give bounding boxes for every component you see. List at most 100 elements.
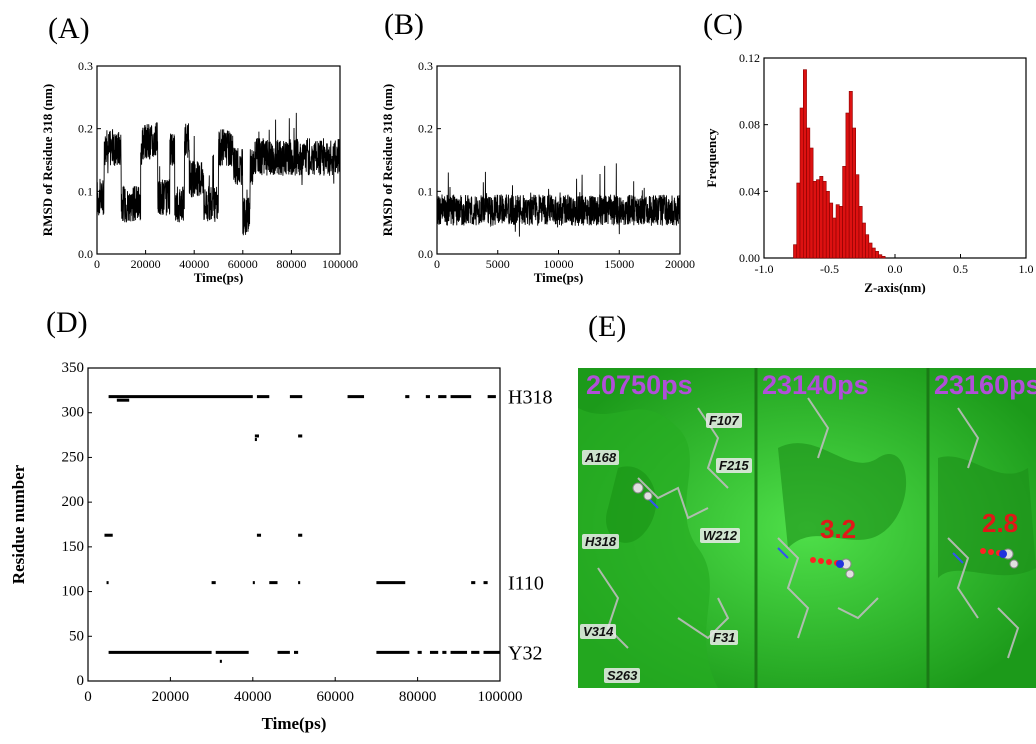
- residue-contact-segment: [405, 395, 410, 399]
- histogram-bar: [832, 217, 837, 259]
- x-tick-label: 0: [434, 257, 440, 271]
- residue-contact-segment: [376, 581, 406, 585]
- residue-contact-segment: [252, 581, 255, 585]
- y-tick-label: 0.12: [739, 51, 760, 65]
- residue-right-label: Y32: [508, 642, 542, 664]
- y-tick-label: 0.2: [418, 122, 433, 136]
- histogram-bar: [871, 247, 876, 259]
- histogram-bar: [861, 222, 866, 259]
- x-tick-label: 0: [94, 257, 100, 271]
- histogram-bar: [796, 182, 801, 259]
- y-tick-label: 0.2: [78, 122, 93, 136]
- y-tick-label: 0.00: [739, 251, 760, 265]
- residue-contact-segment: [116, 398, 130, 402]
- y-axis-label: Residue number: [9, 464, 28, 584]
- histogram-bar: [878, 254, 883, 259]
- x-axis-label: Time(ps): [194, 270, 244, 285]
- x-tick-label: 15000: [604, 257, 634, 271]
- panel-label-e: (E): [588, 310, 627, 343]
- residue-label-h318: H318: [582, 534, 620, 549]
- residue-contact-segment: [106, 581, 109, 585]
- x-tick-label: 40000: [234, 689, 272, 705]
- x-tick-label: 0.0: [888, 262, 903, 276]
- y-tick-label: 0.1: [418, 184, 433, 198]
- histogram-bar: [825, 191, 830, 259]
- time-label-3: 23160ps: [934, 370, 1036, 400]
- histogram-bar: [855, 174, 860, 259]
- residue-contact-segment: [471, 650, 480, 654]
- plot-frame: [436, 65, 681, 255]
- y-tick-label: 0: [77, 673, 85, 689]
- y-tick-label: 50: [69, 628, 84, 644]
- residue-contact-segment: [442, 650, 447, 654]
- residue-contact-segment: [438, 395, 447, 399]
- residue-contact-segment: [104, 533, 113, 537]
- y-tick-label: 0.04: [739, 184, 760, 198]
- time-label-1: 20750ps: [586, 370, 693, 400]
- residue-contact-segment: [417, 650, 422, 654]
- residue-contact-segment: [277, 650, 290, 654]
- x-tick-label: 1.0: [1019, 262, 1034, 276]
- y-tick-label: 300: [62, 405, 85, 421]
- histogram-bar: [868, 242, 873, 259]
- y-tick-label: 0.0: [78, 247, 93, 261]
- snapshot-panel: 20750ps 23140ps 23160ps F107 A168 F215 W…: [578, 368, 1036, 688]
- residue-contact-segment: [269, 581, 278, 585]
- x-tick-label: 0: [84, 689, 92, 705]
- x-tick-label: 80000: [276, 257, 306, 271]
- residue-label-w212: W212: [700, 528, 740, 543]
- y-tick-label: 0.1: [78, 184, 93, 198]
- x-tick-label: 20000: [665, 257, 695, 271]
- histogram-bar: [799, 107, 804, 259]
- x-tick-label: -0.5: [820, 262, 839, 276]
- x-tick-label: 100000: [322, 257, 358, 271]
- histogram-bar: [803, 69, 807, 259]
- residue-label-f31: F31: [710, 630, 739, 645]
- chart-d: 0 20000 40000 60000 80000 100000 0 50 100 150 200 2…: [9, 360, 552, 733]
- histogram-bar: [875, 251, 879, 259]
- x-tick-label: -1.0: [755, 262, 774, 276]
- histogram-bar: [858, 206, 863, 259]
- residue-right-label: I110: [508, 573, 544, 595]
- panel-label-d: (D): [46, 306, 88, 339]
- residue-contact-segment: [298, 434, 303, 438]
- residue-contact-segment: [450, 395, 472, 399]
- y-axis-label: Frequency: [704, 128, 719, 187]
- residue-contact-segment: [298, 533, 303, 537]
- histogram-bar: [812, 181, 817, 259]
- residue-contact-segment: [425, 395, 430, 399]
- rmsd-series-line: [436, 163, 681, 237]
- residue-contact-segment: [108, 395, 253, 399]
- x-tick-label: 60000: [228, 257, 258, 271]
- y-tick-label: 0.08: [739, 118, 760, 132]
- rmsd-series-line: [96, 112, 341, 236]
- time-label-2: 23140ps: [762, 370, 869, 400]
- residue-contact-segment: [256, 395, 270, 399]
- x-tick-label: 10000: [544, 257, 574, 271]
- residue-contact-segment: [108, 650, 212, 654]
- histogram-bar: [852, 127, 857, 259]
- surface-texture: [578, 368, 1036, 688]
- x-tick-label: 20000: [152, 689, 190, 705]
- y-tick-label: 0.3: [418, 59, 433, 73]
- y-tick-label: 200: [62, 494, 85, 510]
- residue-contact-segment: [483, 581, 488, 585]
- y-tick-label: 0.0: [418, 247, 433, 261]
- chart-a: 0 20000 40000 60000 80000 100000 0.0 0.1 0.2 0.3 T…: [40, 59, 358, 285]
- histogram-bar: [881, 256, 886, 259]
- x-tick-label: 20000: [131, 257, 161, 271]
- residue-contact-segment: [483, 650, 500, 654]
- x-tick-label: 0.5: [953, 262, 968, 276]
- residue-label-a168: A168: [582, 450, 620, 465]
- x-tick-label: 40000: [179, 257, 209, 271]
- residue-contact-segment: [429, 650, 439, 654]
- residue-contact-segment: [450, 650, 468, 654]
- panel-label-c: (C): [703, 8, 743, 41]
- y-axis-label: RMSD of Residue 318 (nm): [380, 84, 395, 236]
- plot-frame: [87, 367, 501, 682]
- x-tick-label: 60000: [316, 689, 354, 705]
- x-tick-label: 5000: [486, 257, 510, 271]
- histogram-bar: [839, 206, 843, 259]
- histogram-bar: [793, 244, 798, 259]
- residue-label-f107: F107: [706, 413, 742, 428]
